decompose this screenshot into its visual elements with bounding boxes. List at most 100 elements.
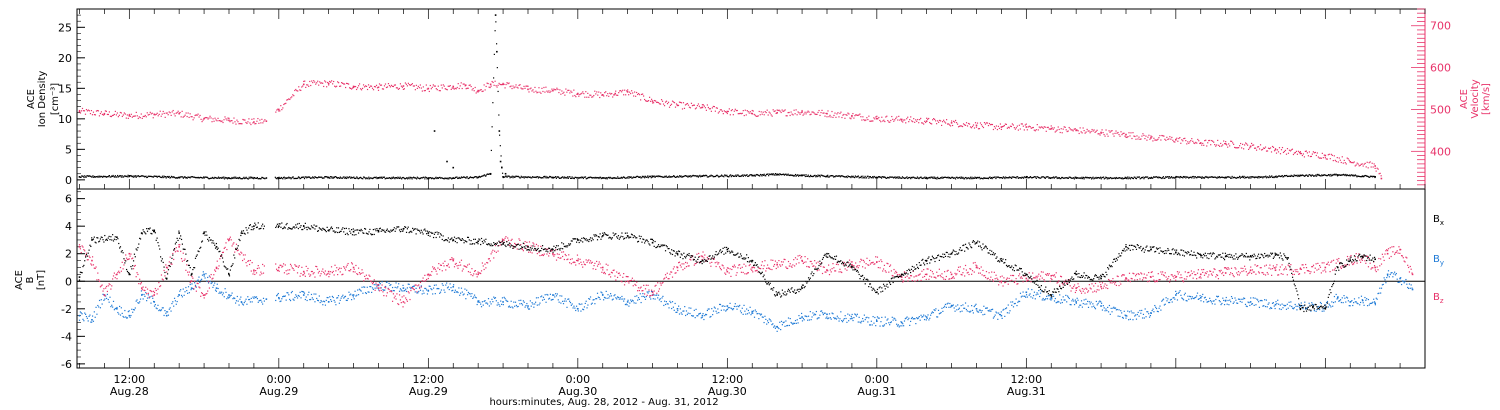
data-point-velocity [632, 92, 634, 94]
data-point-velocity [1011, 123, 1013, 125]
data-point-velocity [93, 113, 96, 116]
data-point-by [385, 281, 388, 283]
data-point-ion-density [538, 176, 540, 178]
data-point-ion-density [579, 176, 581, 179]
data-point-ion-density [559, 177, 561, 179]
data-point-by [591, 302, 593, 304]
data-point-velocity [970, 127, 973, 129]
data-point-ion-density [108, 175, 110, 177]
data-point-velocity [145, 116, 147, 118]
data-point-ion-density [1213, 176, 1215, 178]
data-point-velocity [1128, 132, 1130, 134]
data-point-ion-density [1327, 174, 1330, 176]
data-point-ion-density [1057, 176, 1059, 179]
data-point-velocity [354, 85, 357, 88]
data-point-ion-density [1013, 176, 1015, 178]
data-point-ion-density [205, 176, 208, 178]
data-point-by [593, 299, 595, 301]
data-point-by [194, 284, 197, 286]
data-point-by [794, 322, 796, 325]
data-point-ion-density [1140, 177, 1142, 179]
data-point-ion-density [484, 175, 486, 177]
data-point-ion-density [599, 176, 601, 178]
data-point-by [650, 298, 652, 300]
data-point-by [991, 308, 994, 310]
data-point-velocity [470, 85, 472, 88]
data-point-velocity [716, 107, 718, 109]
data-point-by [1064, 299, 1066, 301]
data-point-ion-density [415, 177, 417, 179]
data-point-velocity [475, 92, 477, 94]
data-point-by [713, 306, 715, 308]
data-point-by [1292, 308, 1295, 310]
data-point-velocity [858, 114, 860, 116]
data-point-by [1166, 300, 1168, 302]
data-point-ion-density [487, 173, 489, 175]
data-point-by [482, 304, 484, 306]
data-point-by [153, 305, 156, 307]
data-point-ion-density [470, 176, 472, 179]
data-point-by [672, 306, 674, 308]
data-point-by [987, 309, 989, 312]
data-point-by [758, 318, 760, 320]
data-point-velocity [1291, 148, 1294, 150]
data-point-velocity [762, 111, 764, 113]
data-point-by [970, 310, 972, 312]
data-point-ion-density [294, 177, 297, 180]
data-point-by [1123, 310, 1125, 312]
data-point-ion-density [432, 177, 434, 179]
data-point-ion-density [1352, 174, 1354, 176]
data-point-ion-density [1346, 174, 1348, 176]
data-point-ion-density [218, 177, 220, 179]
data-point-ion-density [129, 175, 131, 177]
data-point-by [530, 305, 532, 307]
data-point-by [1369, 302, 1371, 305]
data-point-by [1284, 304, 1287, 307]
data-point-velocity [1235, 147, 1237, 149]
data-point-velocity [643, 95, 645, 97]
data-point-ion-density [330, 176, 333, 178]
data-point-velocity [176, 111, 178, 114]
data-point-by [439, 291, 442, 293]
data-point-by [151, 295, 153, 297]
data-point-by [1150, 312, 1152, 314]
data-point-by [233, 297, 235, 299]
data-point-by [357, 289, 359, 291]
data-point-velocity [1183, 138, 1185, 140]
data-point-by [1091, 306, 1093, 308]
data-point-ion-density [810, 175, 812, 178]
data-point-velocity [364, 85, 367, 87]
data-point-velocity [910, 116, 912, 118]
data-point-velocity [341, 82, 343, 84]
data-point-by [105, 297, 108, 300]
data-point-by [555, 295, 558, 297]
data-point-ion-density [741, 174, 744, 176]
data-point-by [215, 287, 218, 289]
data-point-velocity [452, 85, 455, 88]
data-point-velocity [618, 92, 620, 94]
data-point-by [1134, 314, 1137, 316]
data-point-ion-density [697, 176, 700, 178]
data-point-velocity [103, 112, 106, 115]
data-point-by [875, 319, 878, 321]
data-point-ion-density [1335, 173, 1337, 175]
data-point-ion-density [1306, 174, 1308, 176]
data-point-velocity [299, 89, 301, 91]
data-point-by [556, 293, 558, 295]
data-point-by [936, 316, 938, 318]
data-point-velocity [178, 112, 180, 114]
data-point-ion-density [944, 176, 946, 178]
data-point-by [355, 295, 357, 297]
data-point-by [362, 292, 364, 294]
data-point-by [905, 317, 907, 319]
data-point-velocity [789, 114, 791, 117]
data-point-by [444, 291, 446, 293]
data-point-by [701, 316, 703, 319]
data-point-velocity [1130, 132, 1132, 134]
data-point-by [1135, 318, 1138, 320]
data-point-velocity [325, 81, 327, 83]
data-point-ion-density [349, 176, 351, 178]
data-point-velocity [933, 117, 935, 120]
data-point-by [729, 302, 731, 304]
data-point-ion-density [508, 175, 510, 177]
